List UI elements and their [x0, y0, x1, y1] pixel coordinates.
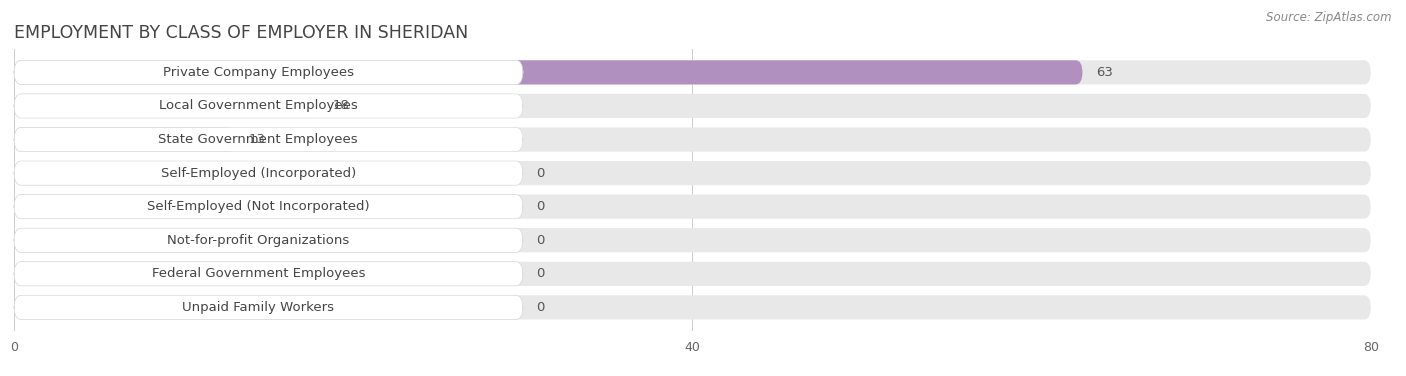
Text: 0: 0 — [537, 167, 544, 180]
Text: 0: 0 — [537, 301, 544, 314]
FancyBboxPatch shape — [14, 127, 1371, 152]
FancyBboxPatch shape — [14, 127, 523, 152]
Text: Not-for-profit Organizations: Not-for-profit Organizations — [167, 234, 350, 247]
FancyBboxPatch shape — [14, 60, 523, 85]
Text: State Government Employees: State Government Employees — [159, 133, 359, 146]
Text: Private Company Employees: Private Company Employees — [163, 66, 354, 79]
FancyBboxPatch shape — [14, 228, 1371, 252]
Text: 0: 0 — [537, 267, 544, 280]
FancyBboxPatch shape — [14, 94, 319, 118]
FancyBboxPatch shape — [14, 60, 1083, 85]
FancyBboxPatch shape — [14, 60, 1371, 85]
FancyBboxPatch shape — [14, 94, 1371, 118]
Text: 18: 18 — [333, 99, 350, 112]
Text: EMPLOYMENT BY CLASS OF EMPLOYER IN SHERIDAN: EMPLOYMENT BY CLASS OF EMPLOYER IN SHERI… — [14, 24, 468, 42]
FancyBboxPatch shape — [14, 195, 523, 219]
FancyBboxPatch shape — [14, 195, 523, 219]
Text: 0: 0 — [537, 234, 544, 247]
FancyBboxPatch shape — [14, 161, 523, 185]
FancyBboxPatch shape — [14, 295, 1371, 320]
FancyBboxPatch shape — [14, 94, 523, 118]
Text: Unpaid Family Workers: Unpaid Family Workers — [183, 301, 335, 314]
Text: Self-Employed (Incorporated): Self-Employed (Incorporated) — [160, 167, 356, 180]
FancyBboxPatch shape — [14, 127, 235, 152]
FancyBboxPatch shape — [14, 262, 523, 286]
FancyBboxPatch shape — [14, 228, 523, 252]
FancyBboxPatch shape — [14, 262, 523, 286]
FancyBboxPatch shape — [14, 228, 523, 252]
Text: 0: 0 — [537, 200, 544, 213]
Text: Federal Government Employees: Federal Government Employees — [152, 267, 366, 280]
Text: Local Government Employees: Local Government Employees — [159, 99, 357, 112]
Text: Self-Employed (Not Incorporated): Self-Employed (Not Incorporated) — [148, 200, 370, 213]
Text: 63: 63 — [1097, 66, 1114, 79]
FancyBboxPatch shape — [14, 161, 523, 185]
FancyBboxPatch shape — [14, 195, 1371, 219]
FancyBboxPatch shape — [14, 161, 1371, 185]
Text: 13: 13 — [247, 133, 266, 146]
FancyBboxPatch shape — [14, 295, 523, 320]
FancyBboxPatch shape — [14, 295, 523, 320]
Text: Source: ZipAtlas.com: Source: ZipAtlas.com — [1267, 11, 1392, 24]
FancyBboxPatch shape — [14, 262, 1371, 286]
